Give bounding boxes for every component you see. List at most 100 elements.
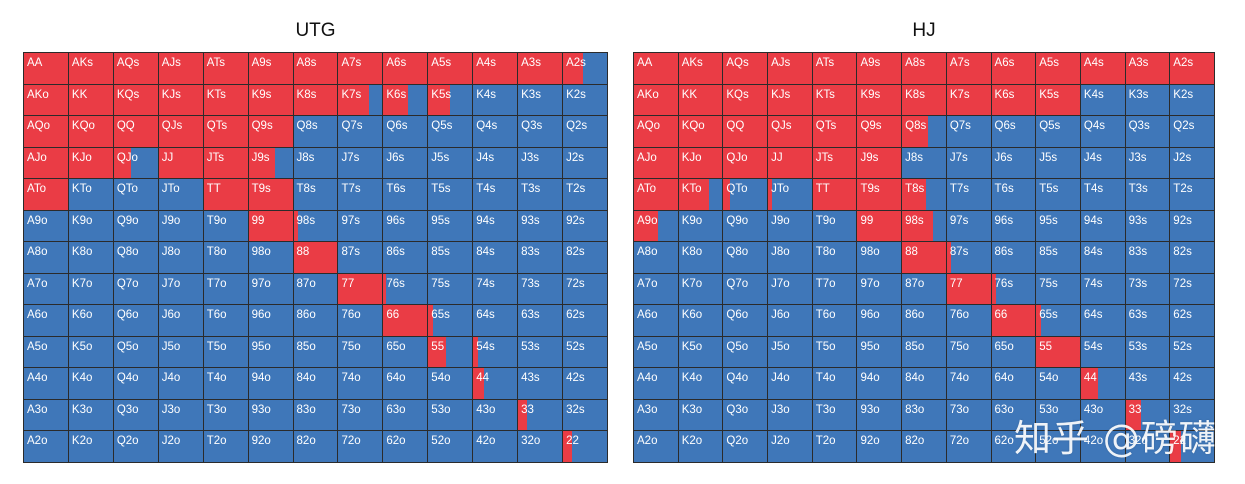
hand-label: KJs [771,88,791,101]
hand-label: AJs [771,57,791,69]
hand-cell-Q6s: Q6s [991,116,1036,147]
hand-label: J8o [161,246,181,259]
hand-cell-97o: 97o [857,273,902,305]
chart-title-hj: HJ [912,20,936,41]
hand-cell-K4o: K4o [68,368,113,399]
hand-label: 92s [1173,214,1192,227]
hand-label: K5o [681,340,703,353]
hand-cell-AJo: AJo [24,147,68,179]
hand-label: 76s [386,277,405,290]
raise-fill [723,179,730,210]
hand-label: A8o [27,246,48,259]
hand-cell-96s: 96s [991,210,1036,242]
hand-label: A3o [637,403,658,416]
raise-fill [113,53,158,84]
raise-fill [812,53,857,84]
hand-cell-Q2o: Q2o [113,431,158,462]
hand-cell-A8o: A8o [24,242,68,273]
hand-label: A4s [1083,57,1104,69]
hand-label: A4s [476,57,497,69]
hand-label: 64s [476,309,495,322]
hand-cell-A5o: A5o [24,336,68,368]
hand-cell-ATs: ATs [203,53,248,84]
hand-label: K6o [71,309,93,322]
hand-label: 97o [251,277,271,290]
hand-cell-73s: 73s [1125,273,1170,305]
hand-cell-44: 44 [1080,368,1125,399]
hand-cell-K4s: K4s [473,84,518,116]
hand-label: 97s [949,214,969,227]
hand-label: T2s [566,183,586,196]
hand-label: 85o [905,340,925,353]
hand-label: T7o [815,277,836,290]
hand-cell-A2o: A2o [634,431,678,462]
hand-cell-A4s: A4s [473,53,518,84]
hand-cell-QJs: QJs [158,116,203,147]
hand-cell-K3o: K3o [68,399,113,431]
hand-label: A2o [637,435,658,448]
raise-fill [518,399,527,431]
hand-cell-T9s: T9s [248,179,293,210]
hand-label: 94s [476,214,495,227]
hand-cell-AKo: AKo [24,84,68,116]
hand-label: Q5o [726,340,749,353]
hand-cell-64o: 64o [383,368,428,399]
hand-label: 66 [386,309,400,322]
raise-fill [383,305,428,336]
hand-cell-J6s: J6s [991,147,1036,179]
hand-label: J3o [771,403,790,416]
hand-label: K2s [566,88,586,101]
hand-label: T3o [815,403,836,416]
hand-cell-87o: 87o [902,273,946,305]
hand-label: T6o [206,309,227,322]
hand-label: Q3o [726,403,749,416]
raise-fill [248,116,293,147]
hand-label: 97s [341,214,360,227]
hand-cell-43s: 43s [1125,368,1170,399]
hand-cell-QTs: QTs [203,116,248,147]
raise-fill [902,210,933,242]
hand-cell-44: 44 [473,368,518,399]
hand-label: QTs [206,120,228,133]
hand-label: 98o [251,246,271,259]
hand-label: 84s [476,246,495,259]
raise-fill [68,147,113,179]
hand-cell-84o: 84o [293,368,338,399]
hand-cell-T6s: T6s [991,179,1036,210]
hand-label: 99 [860,214,874,227]
hand-label: Q5o [116,340,139,353]
hand-cell-92o: 92o [857,431,902,462]
hand-label: T9o [815,214,836,227]
raise-fill [768,116,812,147]
hand-label: 87o [296,277,316,290]
hand-label: J2o [161,435,181,448]
hand-cell-K2s: K2s [563,84,607,116]
hand-label: 33 [521,403,534,416]
hand-cell-73s: 73s [518,273,563,305]
hand-cell-K8o: K8o [68,242,113,273]
hand-cell-T8s: T8s [293,179,338,210]
hand-cell-A5s: A5s [428,53,473,84]
hand-cell-AQo: AQo [24,116,68,147]
hand-cell-J5o: J5o [768,336,812,368]
hand-label: T5o [815,340,836,353]
hand-label: 75s [431,277,450,290]
hand-label: 96s [386,214,405,227]
hand-cell-KK: KK [68,84,113,116]
hand-label: 72o [949,435,970,448]
raise-fill [338,84,370,116]
hand-label: 64o [994,372,1014,385]
hand-label: 43s [1128,372,1148,385]
hand-label: AKo [27,88,49,101]
raise-fill [634,210,659,242]
hand-cell-Q7s: Q7s [338,116,383,147]
hand-cell-QJs: QJs [768,116,812,147]
hand-label: T6s [386,183,406,196]
hand-cell-63o: 63o [991,399,1036,431]
hand-label: T4s [1083,183,1104,196]
hand-cell-KK: KK [678,84,723,116]
hand-label: K4o [681,372,703,385]
hand-cell-A2s: A2s [1170,53,1214,84]
hand-label: 93o [251,403,271,416]
hand-label: 92o [860,435,880,448]
